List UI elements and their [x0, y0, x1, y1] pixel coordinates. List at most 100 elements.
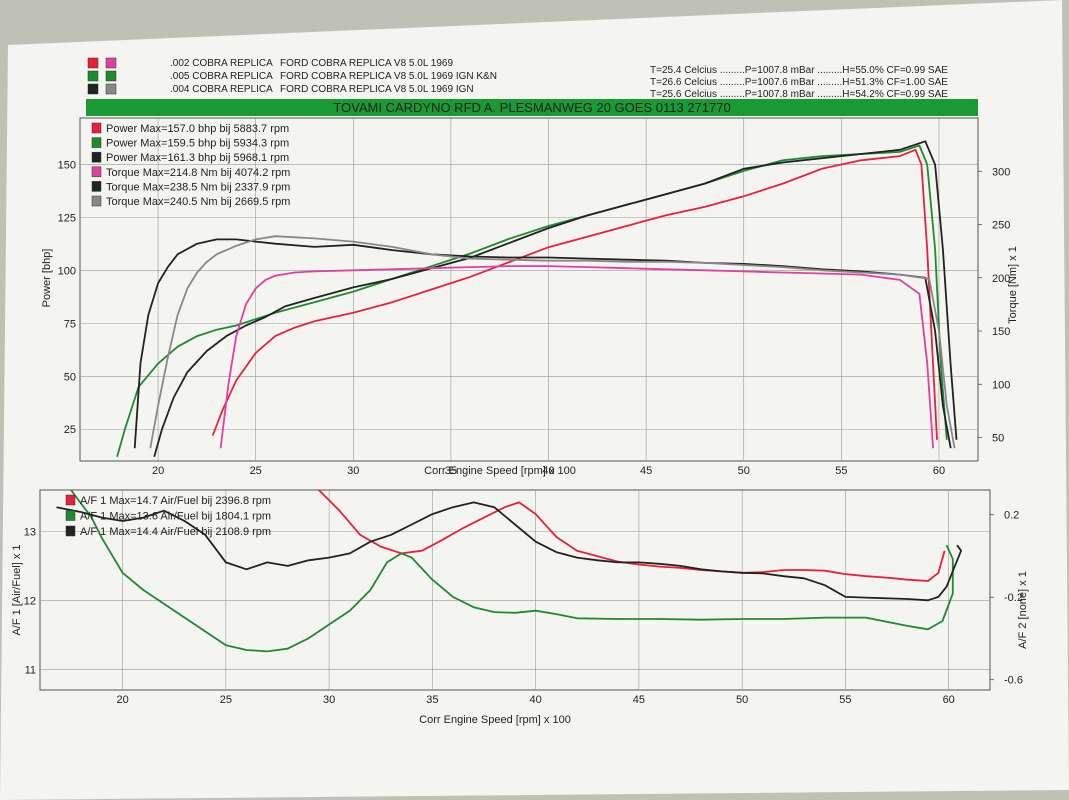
y-axis-label: Power [bhp] — [41, 249, 53, 308]
legend-swatch — [91, 137, 102, 148]
run-swatch — [105, 83, 117, 95]
y-tick-label: 12 — [24, 595, 36, 607]
run-list: .002 COBRA REPLICA FORD COBRA REPLICA V8… — [170, 58, 948, 100]
y-tick-label: 50 — [64, 371, 76, 383]
x-tick-label: 60 — [933, 465, 945, 477]
y2-tick-label: 100 — [992, 379, 1010, 391]
y-tick-label: 100 — [58, 265, 76, 277]
x-tick-label: 30 — [347, 465, 359, 477]
grid — [40, 490, 990, 690]
run-id: .004 COBRA REPLICA — [170, 84, 273, 95]
series-line-0 — [211, 148, 938, 440]
legend-swatch — [91, 181, 102, 192]
plot-frame — [79, 117, 979, 462]
power-torque-chart: 20 25 30 35 40 45 50 55 60 25 50 75 100 125 150 50 100 15… — [41, 117, 1019, 477]
run-description: FORD COBRA REPLICA V8 5.0L 1969 IGN — [280, 84, 474, 95]
legend-entry: Power Max=161.3 bhp bij 5968.1 rpm — [106, 152, 289, 164]
legend-entry: A/F 1 Max=13.6 Air/Fuel bij 1804.1 rpm — [80, 511, 271, 523]
dyno-banner — [86, 99, 978, 116]
y2-tick-label: 300 — [992, 166, 1010, 178]
y2-tick-label: -0.2 — [1004, 592, 1023, 604]
x-tick-label: 55 — [835, 465, 847, 477]
ticks: 20 25 30 35 40 45 50 55 60 11 12 13 0.2 -0.2 -0.6 — [24, 510, 1023, 706]
plot-frame — [39, 489, 991, 691]
x-axis-label: Corr Engine Speed [rpm] x 100 — [424, 465, 576, 477]
run-swatch — [87, 83, 99, 95]
y2-axis-label: Torque [Nm] x 1 — [1007, 246, 1019, 324]
legend-entry: Torque Max=240.5 Nm bij 2669.5 rpm — [106, 196, 290, 208]
series-line-5 — [149, 235, 956, 449]
run-id: .005 COBRA REPLICA — [170, 71, 273, 82]
run-conditions: T=25.4 Celcius .........P=1007.8 mBar ..… — [650, 65, 948, 76]
run-swatch — [87, 57, 99, 69]
run-swatches — [87, 57, 117, 95]
legend-swatch — [91, 166, 102, 178]
x-tick-label: 60 — [943, 694, 955, 706]
run-id: .002 COBRA REPLICA — [170, 58, 273, 69]
run-swatch — [105, 57, 117, 69]
y2-tick-label: 200 — [992, 273, 1010, 285]
x-axis-label: Corr Engine Speed [rpm] x 100 — [419, 714, 571, 726]
legend-swatch — [65, 525, 76, 537]
legend-swatch — [91, 122, 102, 134]
x-tick-label: 25 — [220, 694, 232, 706]
y-tick-label: 125 — [58, 213, 76, 225]
series-line-3 — [219, 265, 934, 449]
run-swatch — [105, 70, 117, 82]
y2-tick-label: 0.2 — [1004, 510, 1019, 522]
x-tick-label: 45 — [633, 694, 645, 706]
y-tick-label: 13 — [24, 526, 36, 538]
legend-entry: A/F 1 Max=14.4 Air/Fuel bij 2108.9 rpm — [80, 526, 271, 538]
series-line-1 — [116, 144, 948, 458]
series-line-4 — [133, 238, 952, 449]
x-tick-label: 35 — [426, 694, 438, 706]
legend-swatch — [65, 510, 76, 521]
series-line-2 — [153, 140, 958, 458]
legend-entry: Power Max=157.0 bhp bij 5883.7 rpm — [106, 123, 289, 135]
y2-tick-label: 50 — [992, 433, 1004, 445]
series-line-1 — [70, 489, 954, 653]
run-swatch — [87, 70, 99, 82]
series-line-0 — [318, 489, 946, 582]
x-tick-label: 50 — [736, 694, 748, 706]
run-description: FORD COBRA REPLICA V8 5.0L 1969 IGN K&N — [280, 71, 497, 82]
y2-axis-label: A/F 2 [none] x 1 — [1017, 571, 1029, 649]
run-conditions: T=25.6 Celcius .........P=1007.8 mBar ..… — [650, 89, 948, 100]
x-tick-label: 55 — [839, 694, 851, 706]
x-tick-label: 30 — [323, 694, 335, 706]
x-tick-label: 20 — [116, 694, 128, 706]
y-tick-label: 75 — [64, 318, 76, 330]
x-tick-label: 40 — [542, 465, 554, 477]
series-lines — [56, 489, 962, 653]
legend: A/F 1 Max=14.7 Air/Fuel bij 2396.8 rpm A/… — [65, 494, 271, 538]
dyno-banner-text: TOVAMI CARDYNO RFD A. PLESMANWEG 20 GOES… — [333, 100, 730, 115]
x-tick-label: 40 — [530, 694, 542, 706]
y-axis-label: A/F 1 [Air/Fuel] x 1 — [11, 544, 23, 635]
x-tick-label: 25 — [250, 465, 262, 477]
legend-entry: Torque Max=214.8 Nm bij 4074.2 rpm — [106, 167, 290, 179]
x-tick-label: 35 — [445, 465, 457, 477]
legend-swatch — [91, 151, 102, 163]
legend-entry: A/F 1 Max=14.7 Air/Fuel bij 2396.8 rpm — [80, 495, 271, 507]
y2-tick-label: 150 — [992, 326, 1010, 338]
y-tick-label: 25 — [64, 424, 76, 436]
legend: Power Max=157.0 bhp bij 5883.7 rpm Power … — [91, 122, 290, 208]
y2-tick-label: 250 — [992, 220, 1010, 232]
legend-entry: Torque Max=238.5 Nm bij 2337.9 rpm — [106, 181, 290, 193]
y2-tick-label: -0.6 — [1004, 675, 1023, 687]
x-tick-label: 20 — [152, 465, 164, 477]
y-tick-label: 150 — [58, 160, 76, 172]
series-lines — [116, 140, 958, 458]
legend-entry: Power Max=159.5 bhp bij 5934.3 rpm — [106, 138, 289, 150]
series-line-2 — [56, 501, 962, 602]
legend-swatch — [91, 195, 102, 207]
x-tick-label: 45 — [640, 465, 652, 477]
y-tick-label: 11 — [25, 664, 36, 676]
legend-swatch — [65, 494, 76, 506]
air-fuel-chart: 20 25 30 35 40 45 50 55 60 11 12 13 0.2 -0.2 -0.6 A/F … — [11, 489, 1029, 726]
run-description: FORD COBRA REPLICA V8 5.0L 1969 — [280, 58, 453, 69]
ticks: 20 25 30 35 40 45 50 55 60 25 50 75 100 125 150 50 100 15… — [58, 160, 1011, 477]
run-conditions: T=26.6 Celcius .........P=1007.6 mBar ..… — [650, 77, 948, 88]
